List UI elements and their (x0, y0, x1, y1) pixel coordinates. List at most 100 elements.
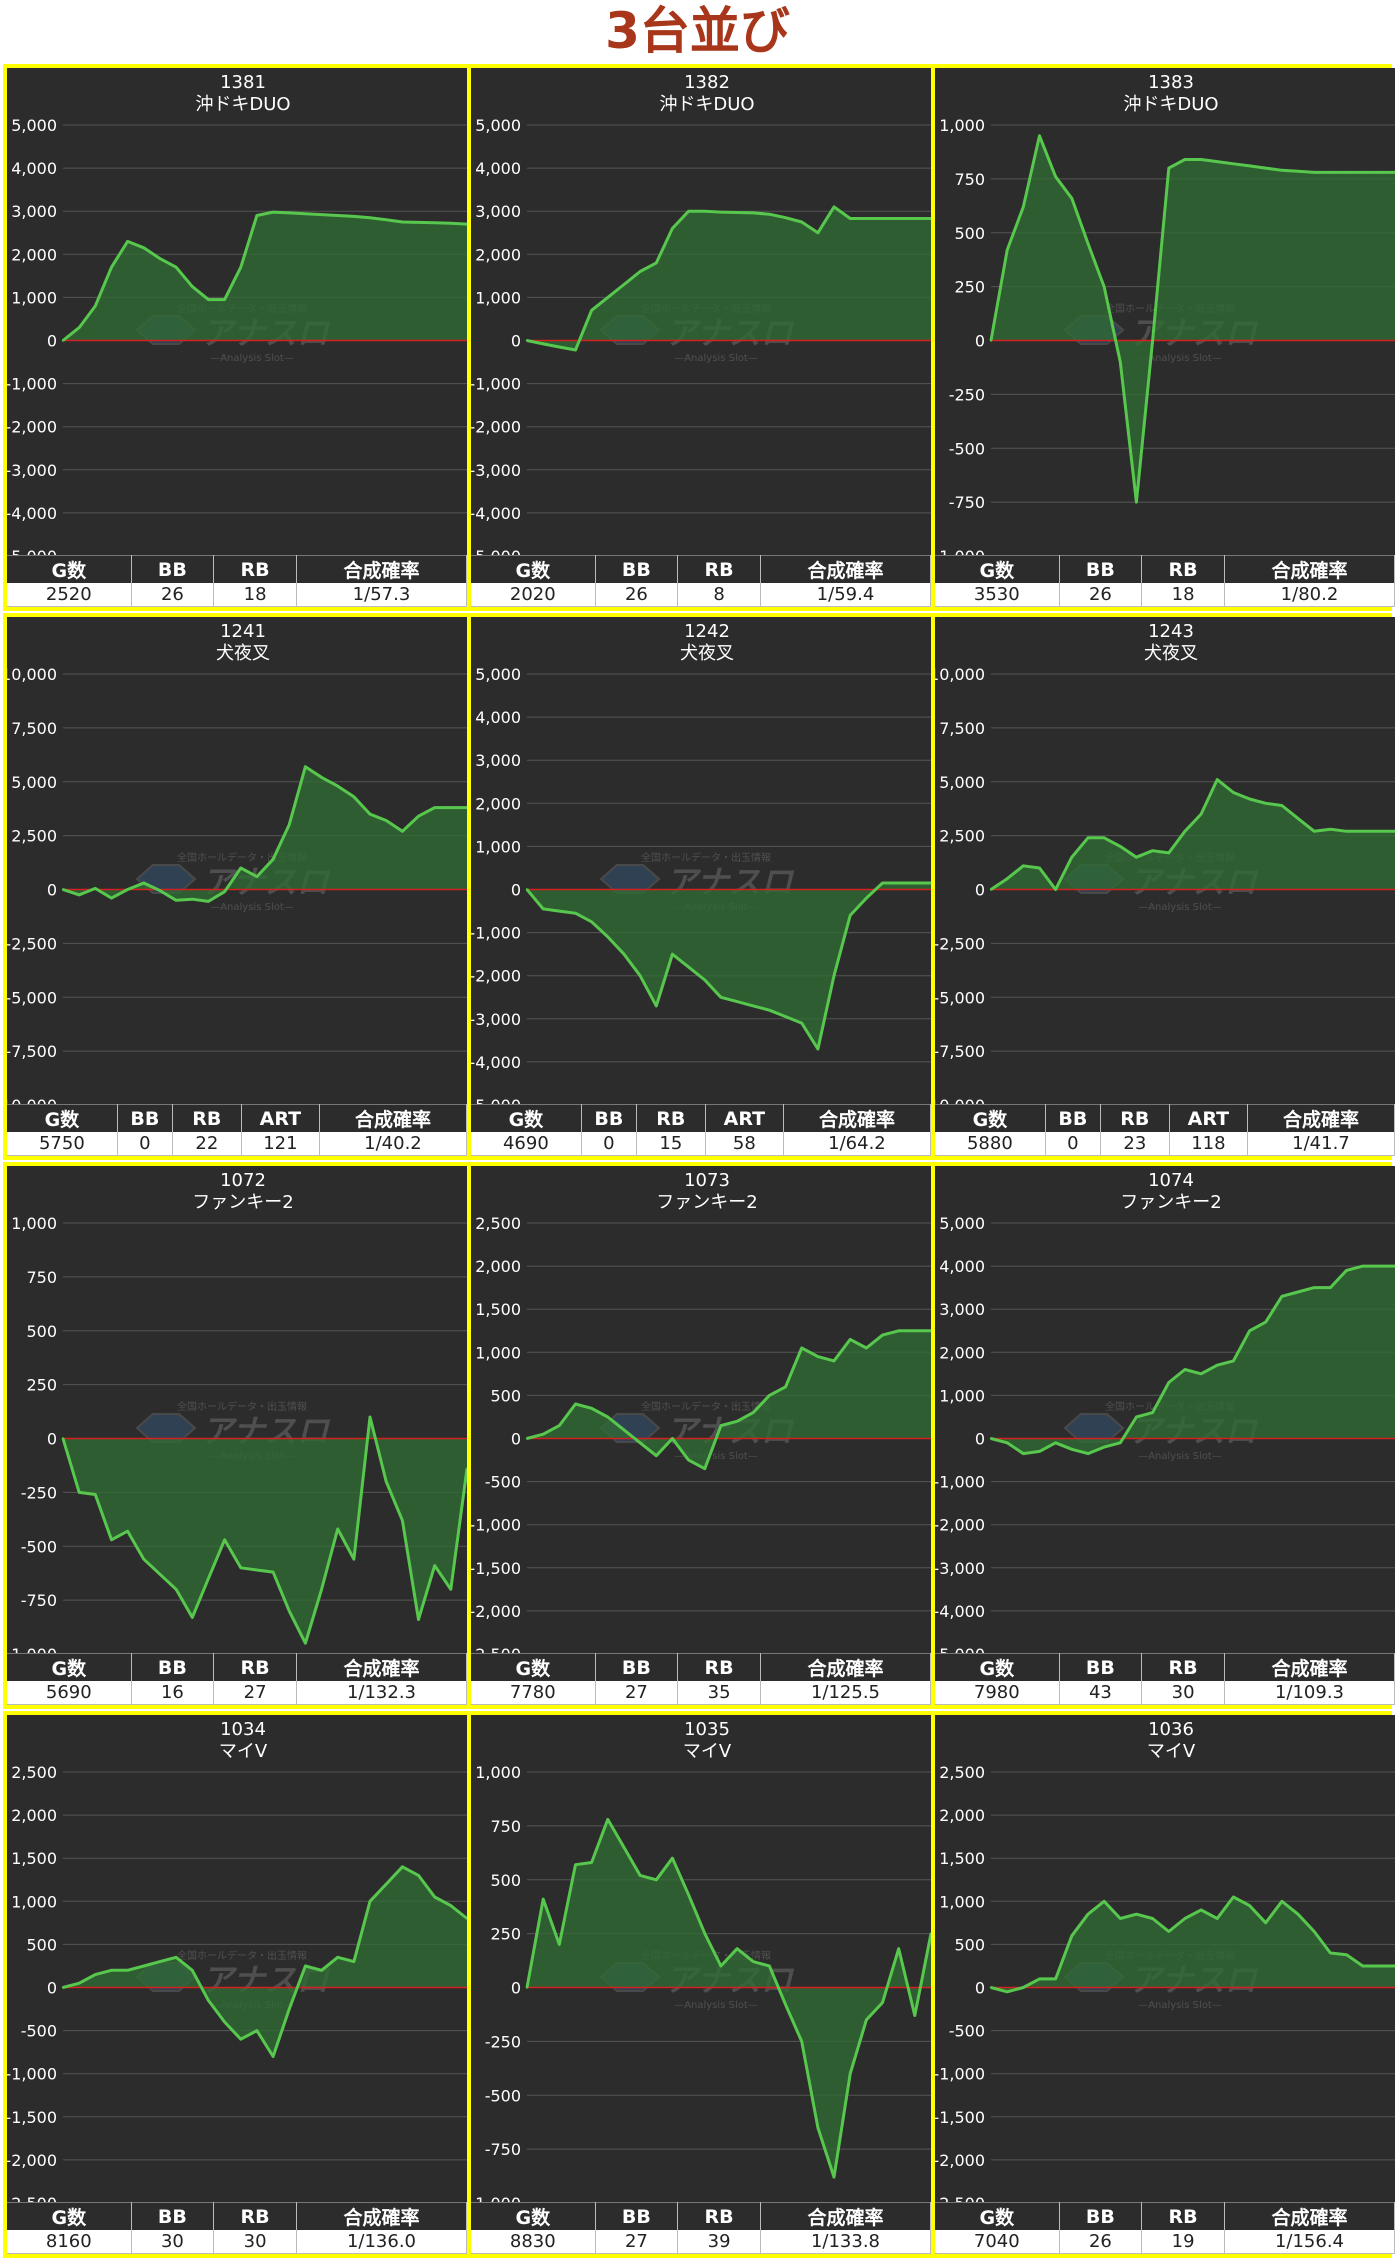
y-tick-label: 1,500 (939, 1849, 985, 1868)
stats-value: 8830 (471, 2230, 596, 2254)
stats-table: G数 BB RB 合成確率 2020 26 8 1/59.4 (471, 555, 931, 607)
data-point (1296, 817, 1300, 820)
y-tick-label: 2,000 (939, 1343, 985, 1362)
data-point (1313, 830, 1316, 833)
stats-table: G数 BB RB 合成確率 8160 30 30 1/136.0 (7, 2202, 467, 2254)
data-point (590, 1407, 593, 1410)
data-point (417, 1874, 420, 1877)
machine-panel: 1242 犬夜叉 5,000 4,000 3,000 2,000 1,000 0 -1,000 -… (471, 617, 931, 1156)
y-tick-label: -4,000 (7, 504, 57, 523)
stats-value: 30 (131, 2230, 215, 2254)
data-point (352, 215, 356, 218)
data-point (1054, 888, 1057, 891)
data-point (336, 1527, 339, 1531)
y-tick-label: -4,000 (471, 1053, 521, 1072)
data-point (126, 240, 129, 243)
y-tick-label: -2,000 (7, 2151, 57, 2170)
y-tick-label: -250 (949, 385, 985, 404)
data-point (77, 893, 81, 897)
data-point (1070, 855, 1073, 859)
y-tick-label: -1,500 (7, 2108, 57, 2127)
series-line (526, 1329, 931, 1471)
data-point (110, 896, 113, 900)
data-point (1313, 1286, 1316, 1289)
stats-value: 5880 (935, 1132, 1046, 1156)
data-point (1248, 164, 1251, 168)
data-point (77, 326, 81, 329)
machine-number: 1381 (220, 72, 266, 93)
stats-value: 27 (595, 1681, 679, 1705)
data-point (989, 1437, 993, 1440)
y-tick-label: -500 (21, 1537, 57, 1556)
y-tick-label: -2,000 (471, 1602, 521, 1621)
data-point (1216, 1917, 1219, 1920)
data-point (913, 1329, 917, 1332)
data-point (126, 1969, 129, 1972)
y-tick-label: 1,500 (11, 1849, 57, 1868)
stats-value: 23 (1100, 1132, 1170, 1156)
stats-header: BB (1059, 555, 1143, 583)
data-point (687, 1458, 690, 1462)
data-point (336, 214, 339, 217)
data-point (1070, 197, 1073, 200)
data-point (1119, 1917, 1122, 1920)
data-point (1329, 1951, 1332, 1955)
data-point (1232, 1359, 1235, 1363)
data-point (1345, 1953, 1348, 1956)
data-point (255, 214, 259, 217)
data-point (191, 1969, 194, 1972)
data-point (1199, 158, 1203, 161)
data-point (800, 2040, 803, 2043)
data-point (110, 1969, 113, 1972)
data-point (1361, 1964, 1364, 1968)
data-point (1329, 1286, 1332, 1289)
machine-name: 沖ドキDUO (659, 94, 754, 115)
data-point (61, 888, 65, 891)
data-point (832, 1359, 836, 1363)
data-point (703, 210, 706, 213)
data-point (638, 270, 642, 273)
machine-panel: 1383 沖ドキDUO 1,000 750 500 250 0 -250 -500 -750 -1,… (935, 68, 1395, 607)
y-tick-label: 500 (490, 1386, 521, 1405)
stats-value: 8160 (7, 2230, 132, 2254)
y-tick-label: 1,000 (939, 116, 985, 135)
y-tick-label: 2,000 (475, 245, 521, 264)
data-point (849, 1338, 852, 1341)
data-point (558, 1943, 561, 1946)
data-point (671, 1857, 674, 1860)
data-point (271, 210, 275, 214)
data-point (1038, 866, 1041, 870)
data-point (1264, 1320, 1267, 1324)
data-point (1167, 1930, 1170, 1933)
stats-value: 30 (1141, 1681, 1225, 1705)
data-point (223, 1538, 226, 1541)
data-point (465, 222, 467, 226)
data-point (1038, 1977, 1041, 1981)
data-point (832, 2175, 836, 2179)
stats-value: 0 (1045, 1132, 1101, 1156)
stats-header: BB (131, 2202, 215, 2230)
data-point (865, 1346, 868, 1350)
stats-value: 27 (213, 1681, 297, 1705)
data-point (61, 1986, 65, 1989)
page-title: 3台並び (605, 2, 790, 60)
y-tick-label: -1,000 (471, 1516, 521, 1535)
series-area (527, 206, 931, 350)
data-point (655, 1454, 658, 1457)
stats-table: G数 BB RB 合成確率 5690 16 27 1/132.3 (7, 1653, 467, 1705)
stats-value: 7040 (935, 2230, 1060, 2254)
stats-header: BB (595, 555, 679, 583)
stats-header: 合成確率 (760, 555, 931, 583)
stats-header: RB (677, 1653, 761, 1681)
stats-value: 18 (1141, 583, 1225, 607)
stats-header: BB (595, 2202, 679, 2230)
data-point (1119, 845, 1122, 848)
data-point (816, 1047, 820, 1051)
y-tick-label: 7,500 (939, 719, 985, 738)
machine-panel: 1072 ファンキー2 1,000 750 500 250 0 -250 -500 -750 -1,… (7, 1166, 467, 1705)
machine-number: 1241 (220, 621, 266, 642)
stats-header: RB (1141, 2202, 1225, 2230)
data-point (622, 1846, 626, 1849)
